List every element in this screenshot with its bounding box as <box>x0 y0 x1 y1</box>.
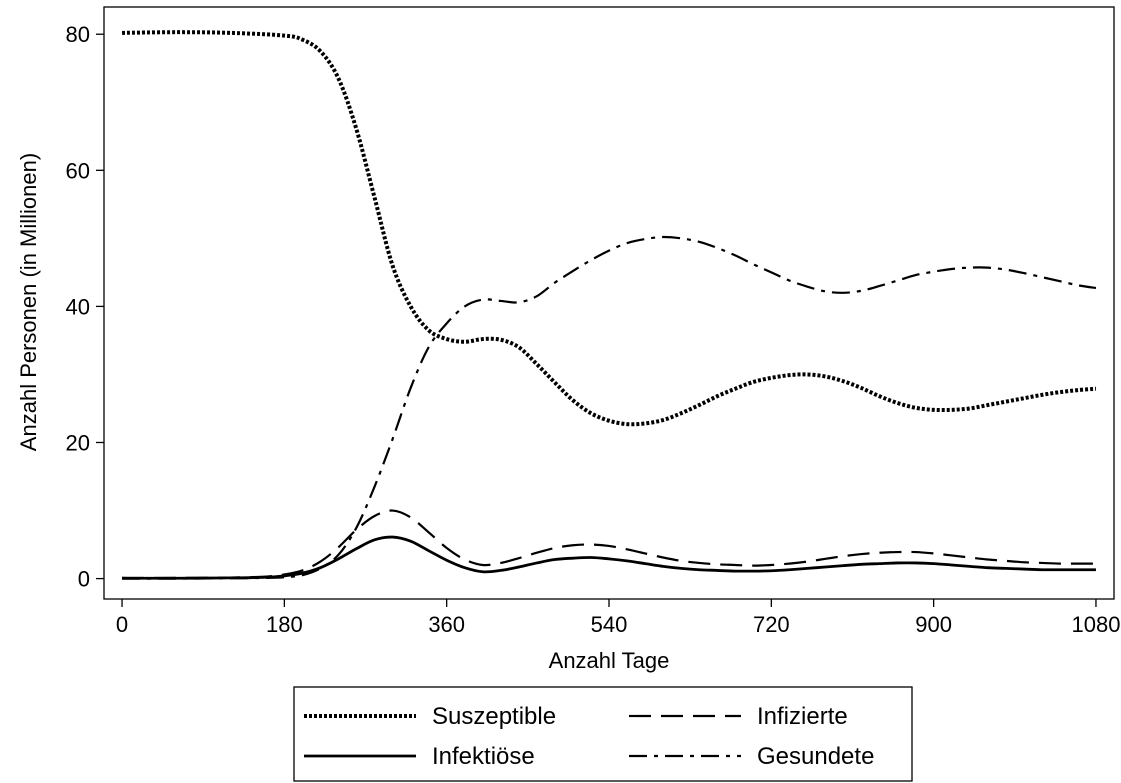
x-tick-label: 540 <box>591 612 628 637</box>
legend-label-infektiöse: Infektiöse <box>432 743 535 770</box>
x-tick-label: 900 <box>915 612 952 637</box>
plot-area <box>103 6 1115 600</box>
series-line-infizierte <box>122 509 1096 580</box>
legend-label-infizierte: Infizierte <box>757 703 848 730</box>
y-tick-label: 60 <box>66 158 90 183</box>
x-tick-label: 0 <box>116 612 128 637</box>
y-tick-label: 20 <box>66 430 90 455</box>
y-tick-label: 0 <box>78 567 90 592</box>
x-tick-label: 360 <box>428 612 465 637</box>
series-line-gesundete <box>122 235 1097 580</box>
x-tick-label: 1080 <box>1071 612 1120 637</box>
series-line-suszeptible <box>122 30 1097 427</box>
y-tick-label: 80 <box>66 22 90 47</box>
y-tick-label: 40 <box>66 294 90 319</box>
plot-frame <box>103 6 1115 600</box>
legend-box <box>293 686 913 782</box>
x-axis-label: Anzahl Tage <box>549 648 670 673</box>
x-tick-label: 720 <box>753 612 790 637</box>
chart-marks <box>122 30 1097 580</box>
legend: Suszeptible Infizierte Infektiöse Gesundete <box>293 686 913 782</box>
legend-label-suszeptible: Suszeptible <box>432 703 556 730</box>
x-tick-label: 180 <box>266 612 303 637</box>
axes: 0 180 360 540 720 900 1080 0 20 40 60 80 <box>66 22 1121 637</box>
series-line-infektiöse <box>122 535 1096 580</box>
y-axis-label: Anzahl Personen (in Millionen) <box>16 153 41 451</box>
legend-label-gesundete: Gesundete <box>757 743 874 770</box>
